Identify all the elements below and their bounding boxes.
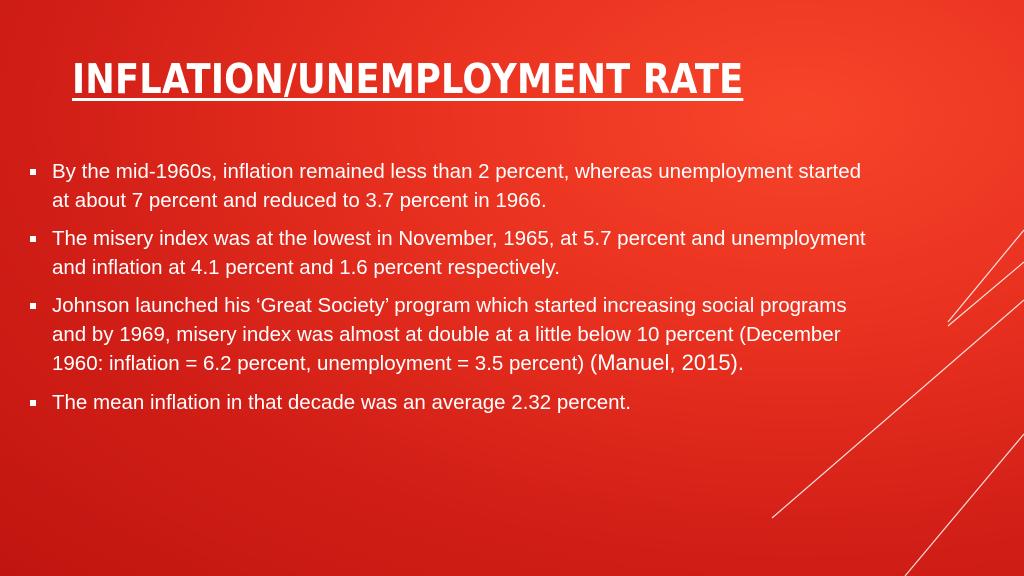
- bullet-item: The misery index was at the lowest in No…: [30, 225, 880, 282]
- decorative-line: [947, 261, 1024, 327]
- bullet-text: Johnson launched his ‘Great Society’ pro…: [52, 292, 880, 379]
- bullet-text-main: Johnson launched his ‘Great Society’ pro…: [52, 294, 847, 375]
- square-bullet-icon: [30, 169, 36, 175]
- bullet-text: The mean inflation in that decade was an…: [52, 390, 631, 414]
- decorative-line: [947, 229, 1024, 323]
- bullet-item: Johnson launched his ‘Great Society’ pro…: [30, 292, 880, 379]
- square-bullet-icon: [30, 236, 36, 242]
- square-bullet-icon: [30, 303, 36, 309]
- bullet-text: The misery index was at the lowest in No…: [52, 227, 866, 279]
- bullet-item: By the mid-1960s, inflation remained les…: [30, 158, 880, 215]
- decorative-line: [904, 433, 1024, 576]
- slide-title: INFLATION/UNEMPLOYMENT RATE: [72, 55, 744, 103]
- citation: (Manuel, 2015).: [589, 350, 744, 375]
- square-bullet-icon: [30, 399, 36, 406]
- bullet-item: The mean inflation in that decade was an…: [30, 389, 880, 418]
- bullet-list: By the mid-1960s, inflation remained les…: [30, 158, 880, 427]
- bullet-text: By the mid-1960s, inflation remained les…: [52, 160, 862, 212]
